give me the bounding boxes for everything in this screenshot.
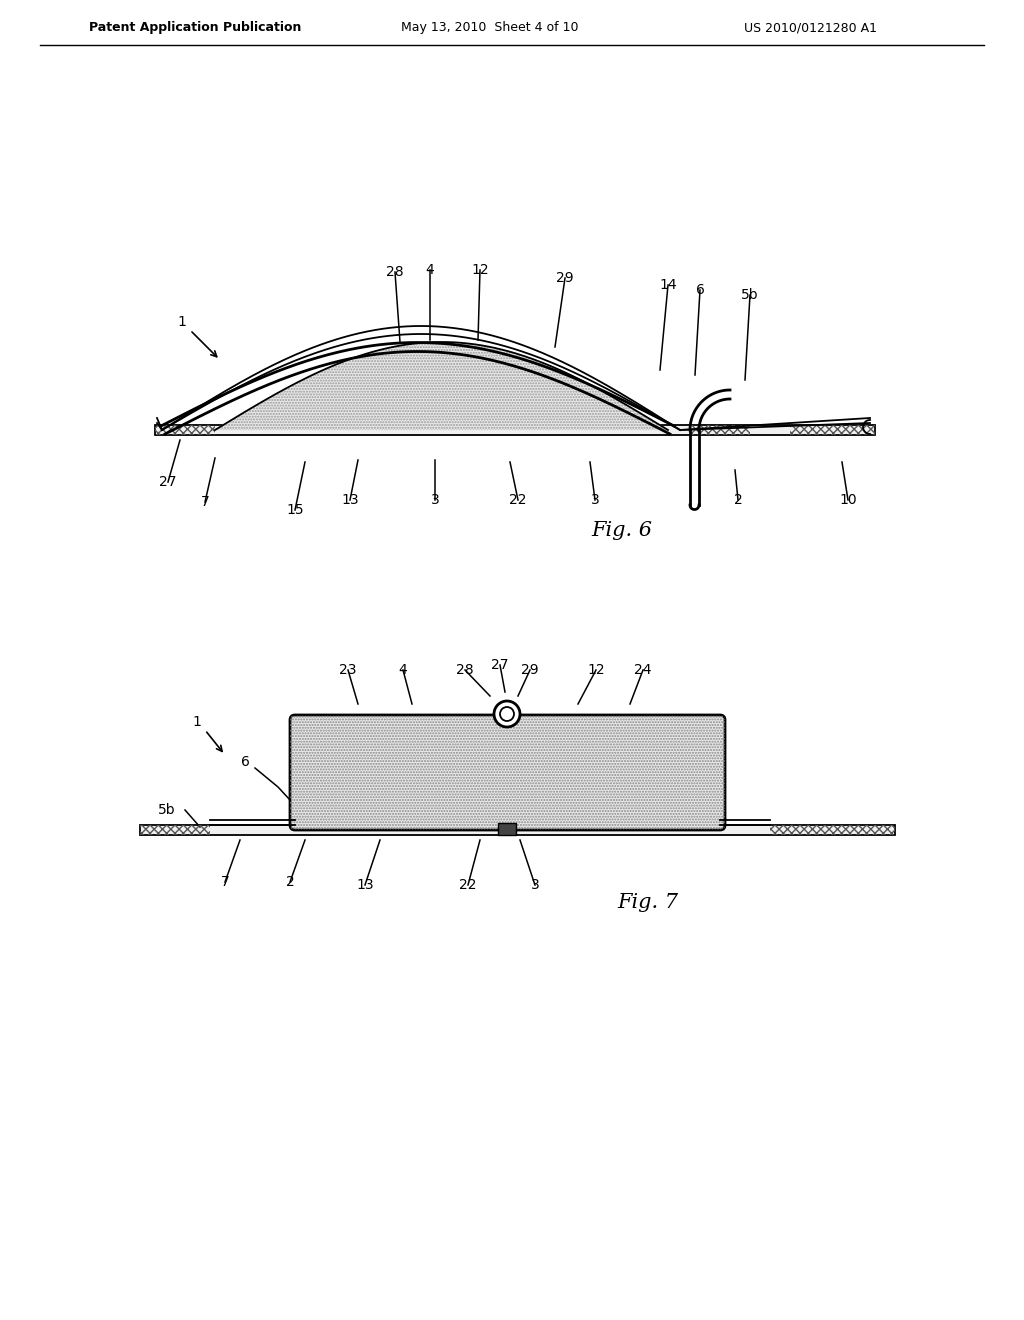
Text: 6: 6 [695,282,705,297]
Text: 12: 12 [471,263,488,277]
Text: 29: 29 [556,271,573,285]
Text: 3: 3 [530,878,540,892]
Text: 13: 13 [341,492,358,507]
Bar [690,425,750,436]
FancyBboxPatch shape [290,715,725,830]
Text: May 13, 2010  Sheet 4 of 10: May 13, 2010 Sheet 4 of 10 [401,21,579,34]
Bar [155,425,215,436]
Text: 28: 28 [456,663,474,677]
Bar [498,822,516,836]
Circle shape [494,701,520,727]
Text: 7: 7 [201,495,209,510]
Text: 22: 22 [509,492,526,507]
Text: 1: 1 [177,315,186,329]
Text: 10: 10 [840,492,857,507]
Text: 23: 23 [339,663,356,677]
Text: 29: 29 [521,663,539,677]
Text: Patent Application Publication: Patent Application Publication [89,21,301,34]
Text: 28: 28 [386,265,403,279]
Text: 24: 24 [634,663,651,677]
Bar [140,825,895,836]
Text: 13: 13 [356,878,374,892]
Text: 3: 3 [591,492,599,507]
Text: Fig. 6: Fig. 6 [592,520,652,540]
Text: 4: 4 [426,263,434,277]
Text: 2: 2 [286,875,294,888]
Text: 5b: 5b [741,288,759,302]
Text: 2: 2 [733,492,742,507]
Bar [770,825,895,836]
Text: US 2010/0121280 A1: US 2010/0121280 A1 [743,21,877,34]
Bar [140,825,210,836]
Text: 7: 7 [220,875,229,888]
Text: 5b: 5b [158,803,176,817]
Text: 4: 4 [398,663,408,677]
Text: 6: 6 [241,755,250,770]
Text: 27: 27 [492,657,509,672]
Text: 14: 14 [659,279,677,292]
Text: 22: 22 [459,878,477,892]
Text: 12: 12 [587,663,605,677]
Text: 15: 15 [286,503,304,517]
Text: Fig. 7: Fig. 7 [617,892,679,912]
Text: 27: 27 [160,475,177,488]
Bar [790,425,874,436]
Text: 3: 3 [431,492,439,507]
Bar [155,425,874,436]
Polygon shape [215,342,668,430]
Text: 1: 1 [193,715,202,729]
